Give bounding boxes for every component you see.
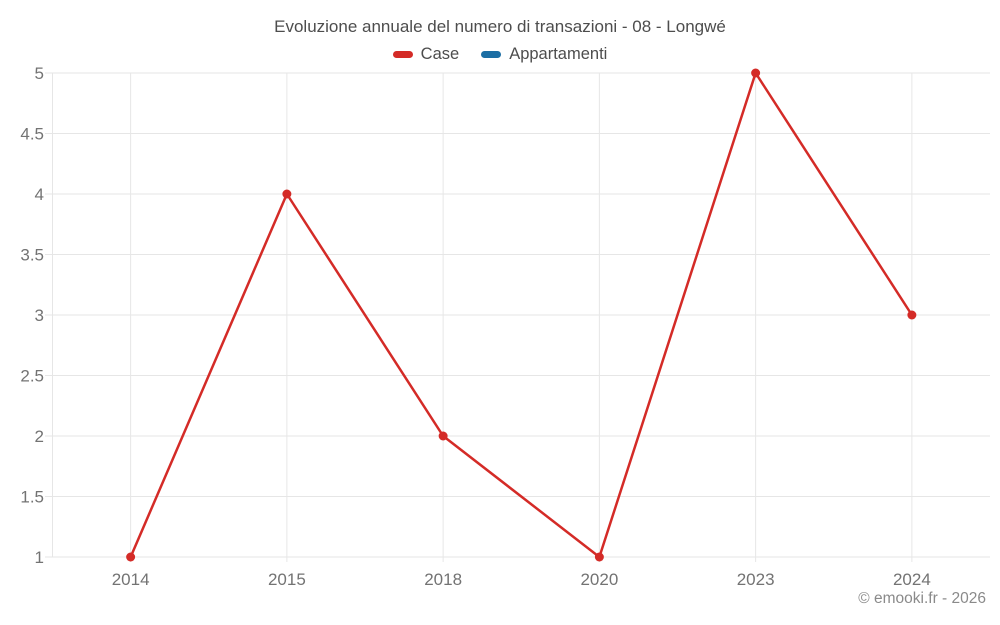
legend-label-appartamenti: Appartamenti bbox=[509, 45, 608, 63]
y-axis-tick-label: 1 bbox=[35, 548, 44, 567]
x-axis-tick-label: 2015 bbox=[268, 570, 306, 589]
x-axis-tick-label: 2024 bbox=[893, 570, 931, 589]
y-axis-tick-label: 2.5 bbox=[20, 367, 44, 386]
legend-item-case[interactable]: Case bbox=[392, 45, 460, 64]
x-axis-tick-label: 2018 bbox=[424, 570, 462, 589]
x-axis-tick-label: 2020 bbox=[580, 570, 618, 589]
y-axis-tick-label: 2 bbox=[35, 427, 44, 446]
x-axis-tick-label: 2014 bbox=[112, 570, 150, 589]
data-point-case[interactable] bbox=[907, 310, 917, 320]
y-axis-tick-label: 4 bbox=[35, 185, 44, 204]
x-axis-tick-label: 2023 bbox=[737, 570, 775, 589]
y-axis-tick-label: 5 bbox=[35, 64, 44, 83]
chart-title: Evoluzione annuale del numero di transaz… bbox=[274, 17, 726, 36]
data-point-case[interactable] bbox=[751, 68, 761, 78]
y-axis-tick-label: 3 bbox=[35, 306, 44, 325]
data-point-case[interactable] bbox=[282, 189, 292, 199]
data-point-case[interactable] bbox=[594, 552, 604, 562]
legend: Case Appartamenti bbox=[0, 45, 1000, 64]
watermark: © emooki.fr - 2026 bbox=[858, 590, 986, 607]
data-point-case[interactable] bbox=[438, 431, 448, 441]
y-axis-tick-label: 3.5 bbox=[20, 246, 44, 265]
case-series-swatch-icon bbox=[392, 51, 413, 58]
y-axis-tick-label: 4.5 bbox=[20, 125, 44, 144]
legend-item-appartamenti[interactable]: Appartamenti bbox=[481, 45, 607, 64]
y-axis-tick-label: 1.5 bbox=[20, 488, 44, 507]
legend-label-case: Case bbox=[420, 45, 460, 63]
series-line-case bbox=[129, 71, 914, 559]
appartamenti-series-swatch-icon bbox=[481, 51, 502, 58]
data-point-case[interactable] bbox=[126, 552, 136, 562]
